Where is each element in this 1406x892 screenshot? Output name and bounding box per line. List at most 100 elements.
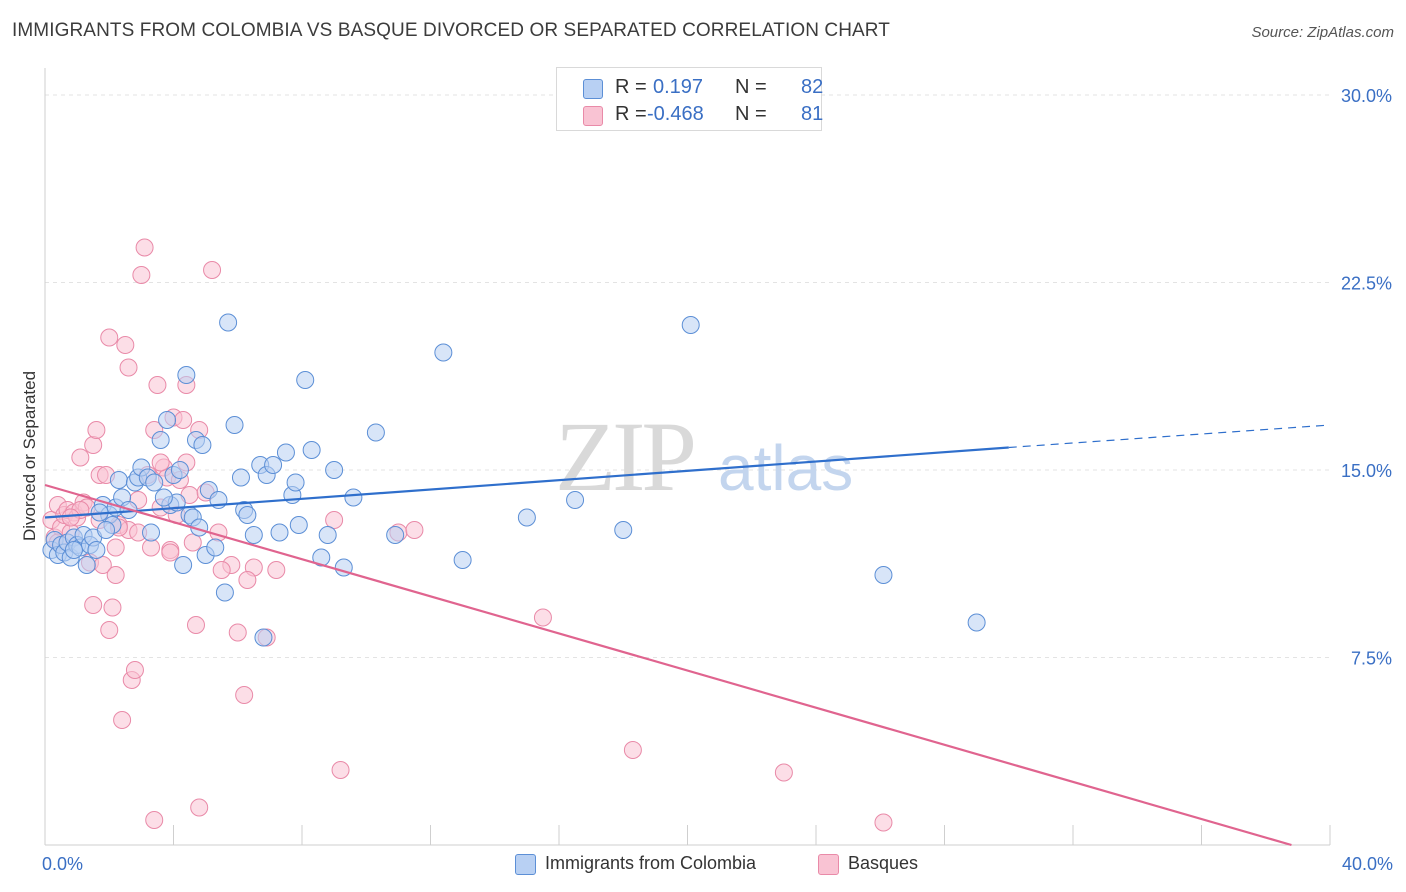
data-point-basques <box>100 621 119 639</box>
data-point-basques <box>106 538 125 557</box>
data-point-basques <box>203 261 222 279</box>
data-point-basques <box>228 623 247 642</box>
data-point-colombia <box>566 491 585 509</box>
y-axis-label: Divorced or Separated <box>20 370 39 542</box>
data-point-colombia <box>244 526 263 544</box>
x-tick-label: 0.0% <box>42 854 83 874</box>
chart-title: IMMIGRANTS FROM COLOMBIA VS BASQUE DIVOR… <box>12 20 890 41</box>
data-point-colombia <box>109 471 128 489</box>
data-point-basques <box>113 711 132 729</box>
legend-swatch-colombia <box>583 79 603 99</box>
data-point-colombia <box>276 443 295 462</box>
bottom-legend-label-colombia: Immigrants from Colombia <box>545 853 757 873</box>
data-point-basques <box>119 358 138 377</box>
data-point-basques <box>212 561 231 579</box>
data-point-basques <box>623 741 642 759</box>
y-tick-label: 30.0% <box>1341 86 1392 106</box>
data-point-basques <box>87 421 106 439</box>
data-point-basques <box>235 686 254 704</box>
y-tick-label: 7.5% <box>1351 649 1392 669</box>
data-point-colombia <box>434 343 453 362</box>
data-point-colombia <box>366 423 385 442</box>
data-point-colombia <box>302 441 321 459</box>
legend-r-label: R = <box>615 76 647 98</box>
data-point-colombia <box>174 556 193 574</box>
data-point-basques <box>106 566 125 584</box>
grid-lines <box>45 94 1330 658</box>
data-point-colombia <box>77 556 96 574</box>
data-point-colombia <box>219 313 238 332</box>
data-point-colombia <box>254 628 273 647</box>
data-point-basques <box>135 238 154 257</box>
data-point-colombia <box>318 526 337 544</box>
data-point-colombia <box>967 613 986 632</box>
data-point-basques <box>125 661 144 679</box>
legend-n-value-colombia: 82 <box>801 76 824 98</box>
y-tick-label: 22.5% <box>1341 274 1392 294</box>
data-point-colombia <box>151 431 170 449</box>
data-point-colombia <box>193 436 212 454</box>
data-point-colombia <box>289 516 308 534</box>
watermark: ZIP atlas <box>555 401 853 512</box>
data-point-colombia <box>206 538 225 557</box>
data-point-colombia <box>158 411 177 429</box>
data-point-basques <box>325 511 344 529</box>
data-point-colombia <box>874 566 893 584</box>
legend-n-label: N = <box>735 103 767 125</box>
data-point-colombia <box>453 551 472 569</box>
data-point-basques <box>84 436 103 454</box>
data-point-basques <box>238 571 257 589</box>
data-point-colombia <box>681 316 700 334</box>
series-basques-points <box>42 238 893 832</box>
legend-r-label: R = <box>615 103 647 125</box>
data-point-basques <box>331 761 350 779</box>
data-point-basques <box>71 448 90 467</box>
data-point-colombia <box>154 488 173 507</box>
data-point-colombia <box>177 366 196 384</box>
tick-labels: 7.5% 15.0% 22.5% 30.0% 0.0% 40.0% <box>42 86 1393 874</box>
data-point-colombia <box>386 526 405 544</box>
data-point-colombia <box>264 456 283 474</box>
data-point-basques <box>142 538 161 557</box>
data-point-basques <box>84 596 103 614</box>
data-point-basques <box>533 608 552 627</box>
legend-swatch-basques <box>583 106 603 126</box>
axes <box>44 68 1331 846</box>
data-point-colombia <box>142 523 161 542</box>
data-point-colombia <box>225 416 244 434</box>
data-point-basques <box>874 813 893 832</box>
data-point-colombia <box>87 541 106 559</box>
trend-line-basques <box>44 483 1292 847</box>
x-tick-label: 40.0% <box>1342 854 1393 874</box>
data-point-basques <box>151 453 170 472</box>
data-point-colombia <box>231 468 250 487</box>
data-point-basques <box>190 798 209 817</box>
correlation-legend: R = 0.197 N = 82 R = -0.468 N = 81 <box>556 67 824 131</box>
bottom-legend-swatch-colombia <box>515 854 536 875</box>
data-point-colombia <box>215 583 234 602</box>
data-point-basques <box>161 543 180 562</box>
source-credit: Source: ZipAtlas.com <box>1251 24 1394 41</box>
trend-line-colombia-extension <box>1008 424 1331 449</box>
data-point-basques <box>174 411 193 429</box>
data-point-colombia <box>286 473 305 492</box>
data-point-colombia <box>325 461 344 479</box>
data-point-colombia <box>145 473 164 492</box>
data-point-basques <box>61 508 80 527</box>
data-point-colombia <box>170 461 189 479</box>
data-point-basques <box>186 616 205 634</box>
data-point-colombia <box>97 521 116 539</box>
data-point-colombia <box>64 541 83 559</box>
data-point-colombia <box>296 371 315 389</box>
bottom-legend-swatch-basques <box>818 854 839 875</box>
data-point-basques <box>267 561 286 579</box>
legend-r-value-colombia: 0.197 <box>653 76 704 98</box>
data-point-basques <box>774 763 793 782</box>
data-point-colombia <box>344 488 363 507</box>
data-point-colombia <box>312 548 331 567</box>
y-tick-label: 15.0% <box>1341 461 1392 481</box>
data-point-basques <box>100 328 119 347</box>
data-point-colombia <box>238 506 257 524</box>
data-point-basques <box>148 376 167 394</box>
